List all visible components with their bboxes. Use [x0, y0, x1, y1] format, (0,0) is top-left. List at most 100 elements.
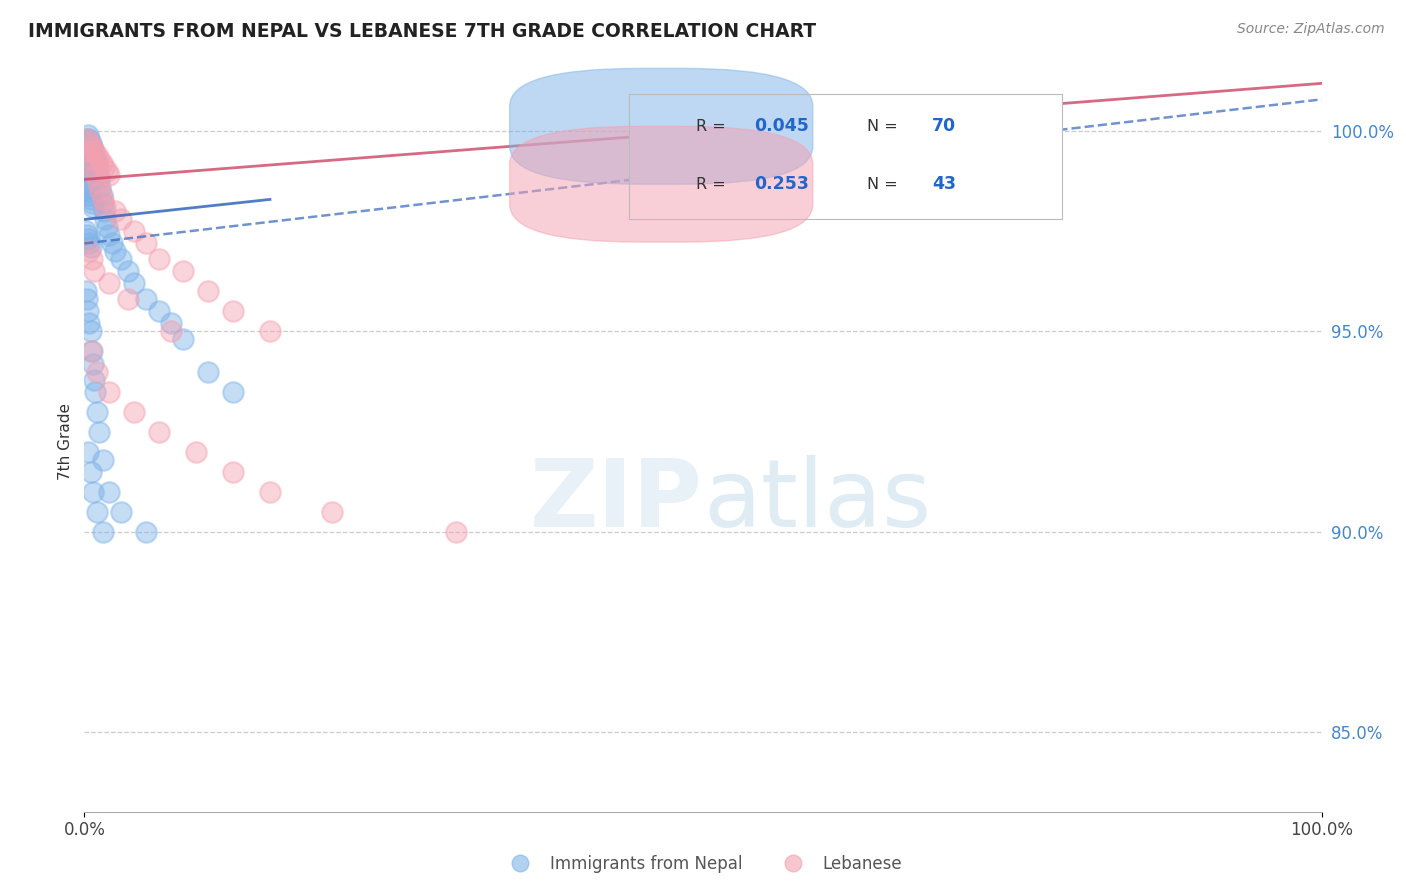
- Point: [122, 404, 145, 418]
- Point: [96, 164, 118, 178]
- Point: [75, 177, 97, 191]
- Text: IMMIGRANTS FROM NEPAL VS LEBANESE 7TH GRADE CORRELATION CHART: IMMIGRANTS FROM NEPAL VS LEBANESE 7TH GR…: [28, 22, 817, 41]
- Point: [259, 325, 281, 339]
- Point: [321, 505, 343, 519]
- Point: [135, 293, 157, 307]
- Point: [79, 236, 101, 251]
- Point: [87, 164, 110, 178]
- Point: [89, 185, 111, 199]
- Point: [96, 220, 118, 235]
- Point: [89, 172, 111, 186]
- Point: [82, 484, 104, 499]
- Point: [148, 252, 170, 267]
- Text: Source: ZipAtlas.com: Source: ZipAtlas.com: [1237, 22, 1385, 37]
- Point: [76, 132, 98, 146]
- Point: [83, 372, 105, 386]
- Point: [84, 153, 107, 167]
- Point: [77, 145, 100, 159]
- Point: [79, 188, 101, 202]
- Point: [83, 148, 105, 162]
- Point: [91, 524, 114, 539]
- Point: [79, 136, 101, 151]
- Point: [98, 169, 121, 183]
- Point: [80, 344, 103, 359]
- Point: [79, 153, 101, 167]
- Point: [222, 465, 245, 479]
- Point: [79, 132, 101, 146]
- Point: [91, 196, 114, 211]
- Point: [80, 252, 103, 267]
- Point: [135, 524, 157, 539]
- Point: [76, 136, 98, 151]
- Point: [90, 156, 112, 170]
- Point: [82, 169, 104, 183]
- Point: [117, 264, 139, 278]
- Point: [77, 153, 100, 167]
- Point: [86, 148, 108, 162]
- Point: [222, 304, 245, 318]
- Point: [104, 204, 127, 219]
- Point: [75, 224, 97, 238]
- Point: [172, 333, 194, 347]
- Point: [76, 228, 98, 243]
- Point: [80, 164, 103, 178]
- Point: [86, 364, 108, 378]
- Point: [184, 444, 207, 458]
- Point: [86, 156, 108, 170]
- Point: [82, 145, 104, 159]
- Point: [79, 161, 101, 175]
- Point: [444, 524, 467, 539]
- Point: [79, 344, 101, 359]
- Point: [100, 236, 122, 251]
- Point: [86, 404, 108, 418]
- Point: [90, 188, 112, 202]
- Point: [86, 505, 108, 519]
- Point: [76, 293, 98, 307]
- Point: [110, 252, 132, 267]
- Point: [79, 465, 101, 479]
- Point: [160, 325, 183, 339]
- Text: ZIP: ZIP: [530, 455, 703, 547]
- Point: [93, 204, 115, 219]
- Point: [77, 304, 100, 318]
- Point: [110, 212, 132, 227]
- Point: [160, 317, 183, 331]
- Point: [80, 196, 103, 211]
- Point: [75, 285, 97, 299]
- Point: [77, 128, 100, 143]
- Point: [122, 277, 145, 291]
- Point: [77, 232, 100, 246]
- Text: atlas: atlas: [703, 455, 931, 547]
- Point: [79, 317, 101, 331]
- Point: [89, 153, 111, 167]
- Point: [197, 364, 219, 378]
- Point: [76, 180, 98, 194]
- Point: [77, 185, 100, 199]
- Point: [91, 452, 114, 467]
- Point: [75, 145, 97, 159]
- Point: [89, 180, 111, 194]
- Point: [122, 224, 145, 238]
- Point: [98, 228, 121, 243]
- Point: [80, 140, 103, 154]
- Point: [75, 132, 97, 146]
- Point: [79, 240, 101, 254]
- Point: [82, 161, 104, 175]
- Point: [77, 444, 100, 458]
- Point: [94, 201, 117, 215]
- Point: [83, 172, 105, 186]
- Point: [79, 244, 101, 259]
- Point: [110, 505, 132, 519]
- Point: [98, 277, 121, 291]
- Point: [148, 425, 170, 439]
- Point: [98, 484, 121, 499]
- Point: [79, 156, 101, 170]
- Point: [135, 236, 157, 251]
- Legend: Immigrants from Nepal, Lebanese: Immigrants from Nepal, Lebanese: [496, 848, 910, 880]
- Point: [82, 357, 104, 371]
- Y-axis label: 7th Grade: 7th Grade: [58, 403, 73, 480]
- Point: [222, 384, 245, 399]
- Point: [82, 201, 104, 215]
- Point: [79, 136, 101, 151]
- Point: [93, 161, 115, 175]
